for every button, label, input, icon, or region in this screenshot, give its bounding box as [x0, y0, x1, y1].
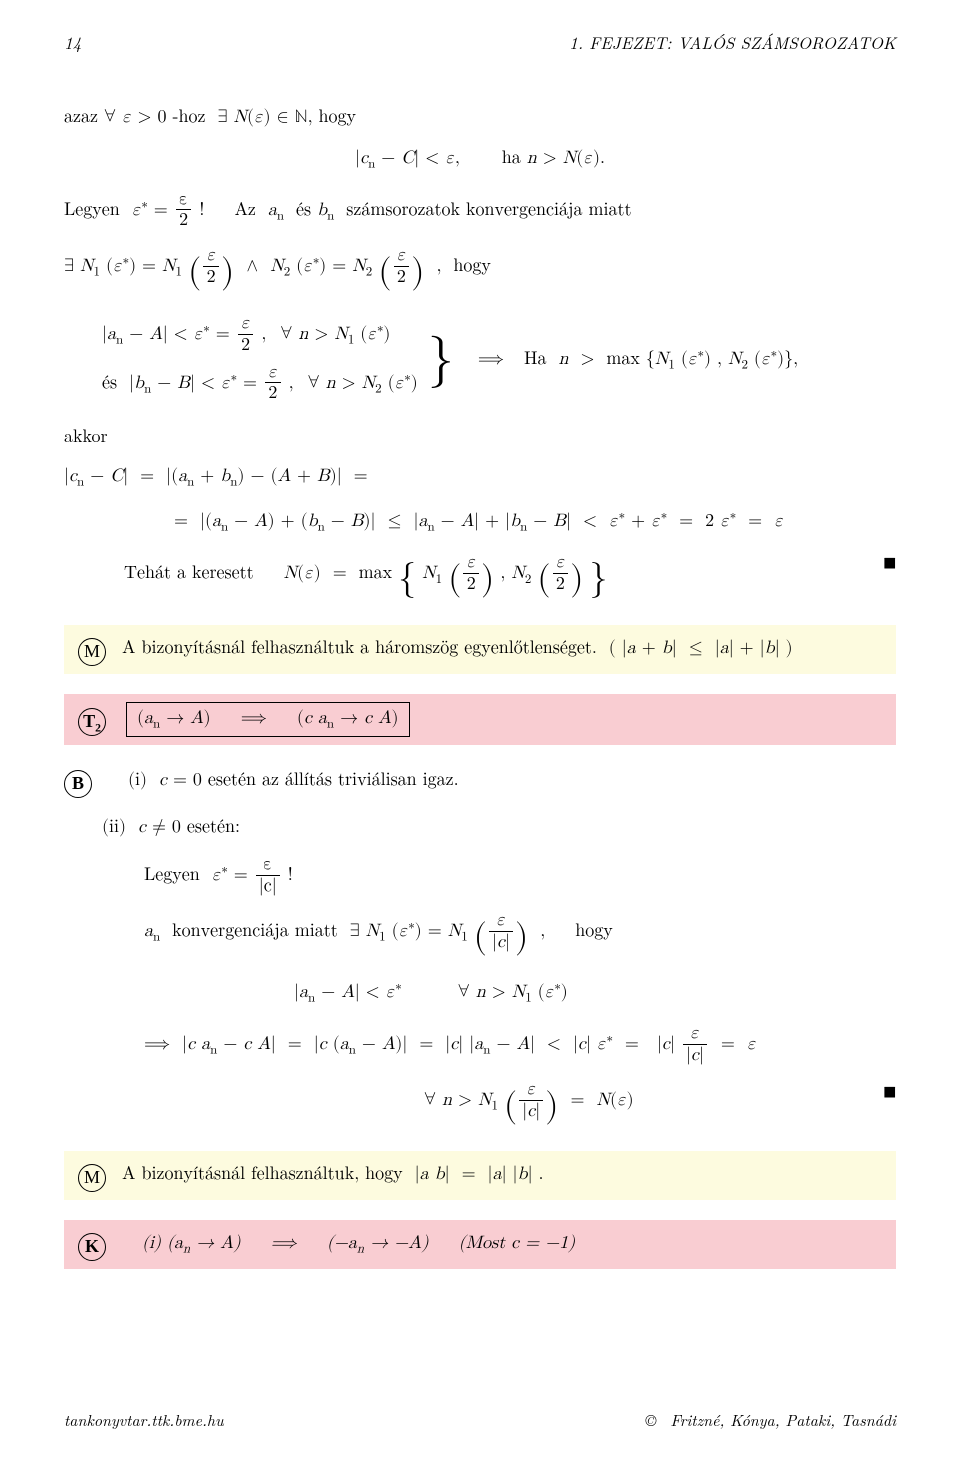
para-B-ii-line3: ⟹ |c an − c A| = |c (an − A)| = |c| |an … [144, 1024, 896, 1066]
num: ε [176, 190, 192, 211]
para-akkor: akkor [64, 422, 896, 449]
callout-T2: T2 (an → A)⟹(c an → c A) [64, 694, 896, 745]
label-M: M [78, 1164, 106, 1192]
callout-M2: M A bizonyításnál felhasználtuk, hogy |a… [64, 1151, 896, 1200]
den: 2 [176, 210, 192, 232]
label-K: K [78, 1233, 106, 1261]
text: Legyen ε∗ = [64, 201, 174, 219]
label-T2: T2 [78, 708, 106, 736]
para-B-ii-head: (ii) c ≠ 0 esetén: [102, 812, 896, 841]
running-head: 14 1. FEJEZET: VALÓS SZÁMSOROZATOK [64, 30, 896, 56]
qed-icon: ■ [884, 1080, 896, 1104]
frac-eps-c: ε |c| [254, 855, 282, 897]
text: !Az an és bn számsorozatok konvergenciáj… [199, 201, 631, 219]
running-foot: tankonyvtar.ttk.bme.hu © Fritzné, Kónya,… [64, 1408, 896, 1432]
chapter-title: 1. FEJEZET: VALÓS SZÁMSOROZATOK [569, 30, 896, 56]
para-B-ii-line2: |an − A| < ε∗ ∀ n > N1 (ε∗) [294, 977, 896, 1008]
eq-exists: ∃ N1 (ε∗) = N1 (ε2) ∧ N2 (ε∗) = N2 (ε2) … [64, 246, 896, 297]
callout-M1: M A bizonyításnál felhasználtuk a hároms… [64, 625, 896, 674]
eq-cnC: |cn − C| < ε, ha n > N(ε). [64, 145, 896, 174]
para-B-ii-konv: an konvergenciája miatt ∃ N1 (ε∗) = N1 (… [144, 911, 896, 962]
para-B-ii-legyen: Legyen ε∗ = ε |c| ! [144, 855, 896, 897]
para-legyen1: Legyen ε∗ = ε 2 !Az an és bn számsorozat… [64, 190, 896, 232]
para-B-ii-line4: ∀ n > N1 (ε|c|) = N(ε) ■ [424, 1080, 896, 1131]
cond-rhs: ⟹ Ha n > max {N1 (ε∗) , N2 (ε∗)}, [464, 344, 798, 375]
eq-conditions: |an − A| < ε∗ = ε2 ,∀ n > N1 (ε∗) és |bn… [64, 311, 896, 408]
cond-lhs: |an − A| < ε∗ = ε2 ,∀ n > N1 (ε∗) és |bn… [102, 311, 418, 408]
text: azaz ∀ ε > 0 -hoz ∃ N(ε) ∈ ℕ, hogy [64, 108, 356, 126]
num: ε [256, 855, 280, 876]
footer-right: © Fritzné, Kónya, Pataki, Tasnádi [646, 1408, 896, 1432]
label-B: B [64, 770, 92, 798]
page: 14 1. FEJEZET: VALÓS SZÁMSOROZATOK azaz … [0, 0, 960, 1458]
para-azaz: azaz ∀ ε > 0 -hoz ∃ N(ε) ∈ ℕ, hogy [64, 104, 896, 131]
theorem-box: (an → A)⟹(c an → c A) [126, 702, 410, 737]
eq-tehat: Tehát a keresettN(ε) = max { N1 (ε2) , N… [124, 551, 896, 605]
text: A bizonyításnál felhasználtuk, hogy |a b… [122, 1165, 544, 1183]
para-B-i: B (i) c = 0 esetén az állítás triviálisa… [64, 765, 896, 798]
authors: Fritzné, Kónya, Pataki, Tasnádi [670, 1408, 896, 1431]
text: (i) (an → A)⟹(−an → −A)(Most c = −1) [142, 1234, 575, 1252]
page-number: 14 [64, 30, 81, 56]
callout-K: K (i) (an → A)⟹(−an → −A)(Most c = −1) [64, 1220, 896, 1269]
text: (i) c = 0 esetén az állítás triviálisan … [128, 771, 459, 789]
frac-eps-2: ε 2 [174, 190, 194, 232]
footer-left: tankonyvtar.ttk.bme.hu [64, 1408, 224, 1432]
den: |c| [256, 876, 280, 898]
eq-chain1: |cn − C| = |(an + bn) − (A + B)| = [64, 463, 896, 492]
eq-chain2: = |(an − A) + (bn − B)| ≤ |an − A| + |bn… [174, 506, 896, 537]
qed-icon: ■ [884, 551, 896, 575]
label-M: M [78, 638, 106, 666]
text: A bizonyításnál felhasználtuk a háromszö… [122, 639, 793, 657]
